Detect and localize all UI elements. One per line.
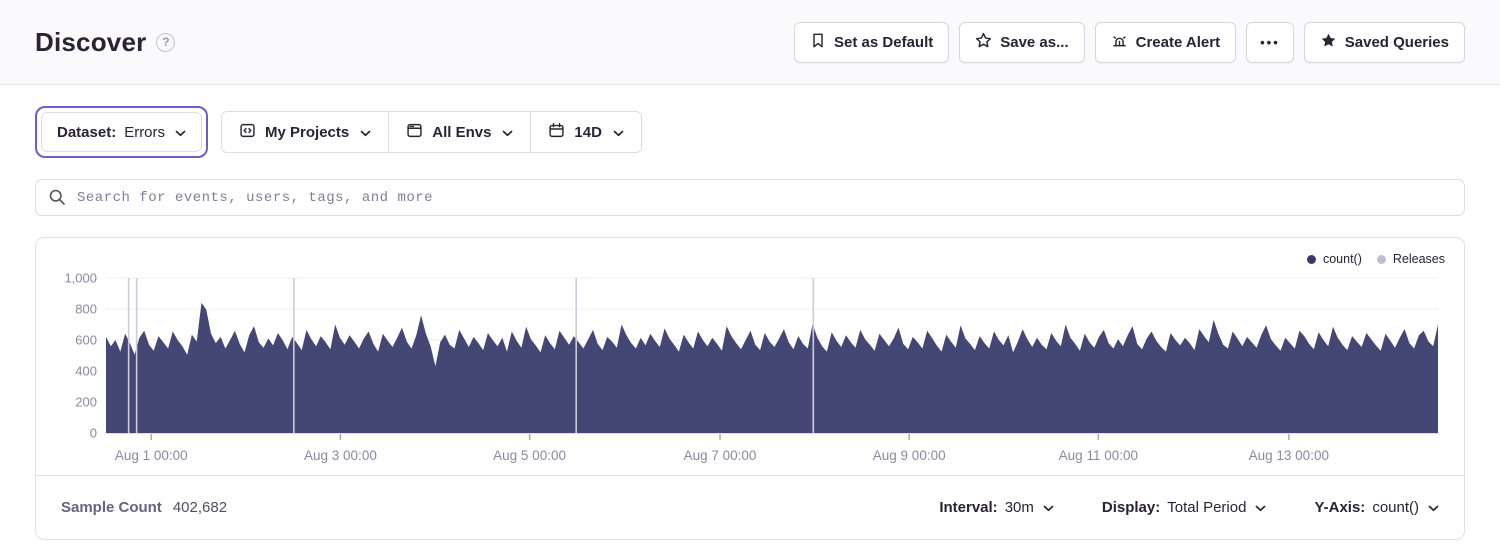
svg-text:Aug 9 00:00: Aug 9 00:00 bbox=[873, 448, 946, 463]
page-filter-group: My Projects All Envs bbox=[221, 111, 642, 153]
ellipsis-icon: ••• bbox=[1260, 34, 1280, 50]
legend-dot-count bbox=[1306, 254, 1316, 264]
chevron-down-icon bbox=[613, 124, 624, 141]
title-wrap: Discover ? bbox=[35, 26, 176, 58]
svg-text:Aug 7 00:00: Aug 7 00:00 bbox=[684, 448, 757, 463]
set-as-default-button[interactable]: Set as Default bbox=[794, 21, 950, 63]
legend-item-releases[interactable]: Releases bbox=[1376, 252, 1445, 266]
chart-card-footer: Sample Count 402,682 Interval: 30m Displ… bbox=[36, 475, 1464, 539]
chart-legend: count() Releases bbox=[1306, 252, 1445, 266]
svg-text:Aug 1 00:00: Aug 1 00:00 bbox=[115, 448, 188, 463]
star-filled-icon bbox=[1320, 32, 1337, 53]
display-selector[interactable]: Display: Total Period bbox=[1102, 499, 1267, 516]
date-range-filter[interactable]: 14D bbox=[531, 112, 641, 152]
sample-count: Sample Count 402,682 bbox=[61, 499, 227, 516]
dataset-highlight-ring: Dataset: Errors bbox=[35, 106, 209, 158]
svg-text:600: 600 bbox=[75, 333, 97, 348]
chevron-down-icon bbox=[1255, 499, 1266, 516]
interval-value: 30m bbox=[1004, 499, 1034, 516]
window-icon bbox=[406, 122, 423, 143]
page-title: Discover bbox=[35, 26, 147, 57]
project-icon bbox=[239, 122, 256, 143]
environment-filter[interactable]: All Envs bbox=[389, 112, 531, 152]
help-icon[interactable]: ? bbox=[156, 32, 176, 52]
legend-count-label: count() bbox=[1322, 252, 1362, 266]
dataset-label: Dataset: bbox=[57, 123, 117, 141]
svg-text:400: 400 bbox=[75, 364, 97, 379]
divider bbox=[530, 112, 532, 152]
events-chart: count() Releases Aug 1 00:00 Aug 3 00:00 A… bbox=[36, 238, 1464, 475]
chevron-down-icon bbox=[360, 124, 371, 141]
search-icon bbox=[48, 188, 66, 211]
calendar-icon bbox=[548, 122, 565, 143]
svg-text:Aug 13 00:00: Aug 13 00:00 bbox=[1249, 448, 1329, 463]
svg-text:Aug 5 00:00: Aug 5 00:00 bbox=[493, 448, 566, 463]
chevron-down-icon bbox=[502, 124, 513, 141]
divider bbox=[388, 112, 390, 152]
siren-icon bbox=[1111, 32, 1128, 53]
chevron-down-icon bbox=[1428, 499, 1439, 516]
legend-dot-releases bbox=[1376, 254, 1386, 264]
star-outline-icon bbox=[975, 32, 992, 53]
saved-queries-button[interactable]: Saved Queries bbox=[1303, 21, 1465, 63]
sample-count-value: 402,682 bbox=[172, 499, 228, 516]
interval-label: Interval: bbox=[939, 499, 998, 516]
svg-text:0: 0 bbox=[90, 426, 97, 441]
environment-filter-label: All Envs bbox=[432, 123, 492, 141]
y-axis-label: Y-Axis: bbox=[1314, 499, 1366, 516]
display-label: Display: bbox=[1101, 499, 1161, 516]
saved-queries-label: Saved Queries bbox=[1344, 33, 1449, 51]
main-content: Dataset: Errors My Projects bbox=[0, 106, 1500, 540]
more-options-button[interactable]: ••• bbox=[1246, 21, 1294, 63]
dataset-value: Errors bbox=[124, 123, 166, 141]
search-row bbox=[35, 179, 1465, 216]
save-as-label: Save as... bbox=[1000, 33, 1069, 51]
svg-text:Aug 3 00:00: Aug 3 00:00 bbox=[304, 448, 377, 463]
page-header: Discover ? Set as Default Save as... bbox=[0, 0, 1500, 85]
create-alert-label: Create Alert bbox=[1135, 33, 1221, 51]
svg-text:800: 800 bbox=[75, 302, 97, 317]
svg-text:200: 200 bbox=[75, 395, 97, 410]
project-filter-label: My Projects bbox=[265, 123, 350, 141]
legend-releases-label: Releases bbox=[1392, 252, 1445, 266]
legend-item-count[interactable]: count() bbox=[1306, 252, 1362, 266]
chevron-down-icon bbox=[175, 124, 186, 141]
save-as-button[interactable]: Save as... bbox=[959, 21, 1085, 63]
chart-canvas[interactable]: Aug 1 00:00 Aug 3 00:00 Aug 5 00:00 Aug 7 0… bbox=[36, 238, 1464, 475]
header-actions: Set as Default Save as... Create Alert •… bbox=[794, 21, 1465, 63]
svg-text:Aug 11 00:00: Aug 11 00:00 bbox=[1059, 448, 1138, 463]
dataset-selector[interactable]: Dataset: Errors bbox=[41, 112, 203, 152]
create-alert-button[interactable]: Create Alert bbox=[1094, 21, 1237, 63]
filter-row: Dataset: Errors My Projects bbox=[35, 106, 1465, 158]
project-filter[interactable]: My Projects bbox=[222, 112, 389, 152]
footer-controls: Interval: 30m Display: Total Period Y-Ax… bbox=[939, 499, 1439, 516]
interval-selector[interactable]: Interval: 30m bbox=[939, 499, 1054, 516]
sample-count-label: Sample Count bbox=[61, 499, 162, 516]
display-value: Total Period bbox=[1167, 499, 1247, 516]
chart-card: count() Releases Aug 1 00:00 Aug 3 00:00 A… bbox=[35, 237, 1465, 540]
search-input[interactable] bbox=[35, 179, 1465, 216]
chevron-down-icon bbox=[1043, 499, 1054, 516]
y-axis-selector[interactable]: Y-Axis: count() bbox=[1314, 499, 1439, 516]
date-range-label: 14D bbox=[574, 123, 602, 141]
set-as-default-label: Set as Default bbox=[834, 33, 934, 51]
bookmark-icon bbox=[810, 32, 826, 53]
svg-text:1,000: 1,000 bbox=[64, 271, 97, 286]
y-axis-value: count() bbox=[1372, 499, 1419, 516]
